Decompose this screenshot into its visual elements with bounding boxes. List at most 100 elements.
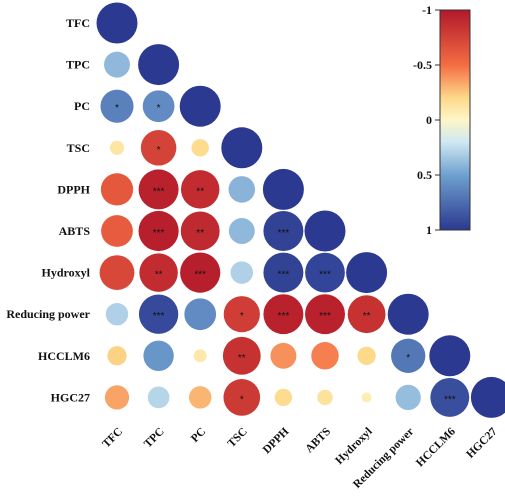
significance-mark: *: [115, 103, 119, 114]
correlation-cell-8-7: [391, 338, 426, 373]
row-label: PC: [74, 99, 90, 113]
correlation-cell-9-4: [274, 388, 293, 407]
correlation-cell-5-5: [304, 210, 346, 252]
correlation-cell-5-3: [228, 218, 255, 244]
correlation-cell-4-2: [180, 170, 220, 209]
correlation-cell-6-4: [263, 252, 304, 293]
correlation-cell-6-0: [99, 255, 135, 290]
significance-mark: **: [155, 270, 163, 281]
correlation-cell-9-2: [188, 386, 212, 409]
column-label: Hydroxyl: [333, 426, 374, 467]
correlation-cell-2-0: [100, 89, 134, 123]
correlation-cell-8-5: [311, 342, 339, 370]
correlation-cell-7-0: [105, 302, 129, 326]
correlation-cell-8-8: [429, 335, 471, 377]
correlation-cell-7-3: [223, 296, 260, 333]
correlation-cell-6-1: [139, 253, 178, 292]
correlation-cell-8-2: [193, 349, 207, 363]
colorbar-tick-label: 1: [426, 223, 432, 237]
correlation-cell-9-0: [104, 385, 130, 410]
significance-mark: ***: [153, 228, 165, 239]
significance-mark: *: [240, 394, 244, 405]
significance-mark: ***: [278, 228, 290, 239]
correlation-cell-2-1: [142, 90, 175, 123]
column-label: TPC: [142, 426, 167, 451]
correlation-cell-8-6: [357, 346, 376, 365]
significance-mark: ***: [278, 270, 290, 281]
correlation-cell-6-5: [305, 252, 345, 293]
correlation-cell-6-2: [180, 252, 221, 293]
significance-mark: ***: [319, 311, 331, 322]
colorbar-tick-label: 0.5: [417, 168, 432, 182]
correlation-cell-7-7: [387, 293, 429, 335]
correlation-cell-4-1: [138, 169, 179, 210]
correlation-cell-5-1: [138, 210, 179, 252]
row-label: TSC: [67, 141, 90, 155]
row-label: Hydroxyl: [42, 266, 91, 280]
significance-mark: *: [240, 311, 244, 322]
significance-mark: **: [363, 311, 371, 322]
correlation-cell-7-1: [138, 294, 179, 334]
correlation-cell-4-0: [100, 173, 134, 206]
row-labels: TFC TPC PC TSC DPPH ABTS Hydroxyl Reducing powe…: [6, 16, 90, 404]
significance-mark: ***: [319, 270, 331, 281]
correlation-cell-5-0: [101, 215, 133, 247]
column-label: HCCLM6: [414, 425, 458, 469]
correlation-cell-3-1: [140, 130, 177, 166]
significance-mark: **: [196, 228, 204, 239]
colorbar-tick-label: -0.5: [413, 58, 432, 72]
correlation-cell-1-1: [138, 44, 180, 86]
correlation-cell-1-0: [104, 51, 130, 78]
row-label: TPC: [66, 58, 90, 72]
correlation-cell-6-3: [230, 261, 254, 284]
correlation-cell-7-6: [347, 295, 386, 334]
correlation-cell-9-8: [430, 377, 470, 417]
column-label: ABTS: [303, 426, 333, 456]
significance-mark: ***: [444, 394, 456, 405]
significance-mark: ***: [153, 186, 165, 197]
significance-mark: ***: [194, 270, 206, 281]
correlation-cells: * ***** ***** ** ***** *** *** ****** * *** *** ***…: [96, 2, 505, 418]
correlation-cell-8-3: [222, 336, 261, 375]
colorbar-tick-label: -1: [422, 3, 432, 17]
correlation-cell-8-4: [270, 342, 297, 369]
correlation-cell-9-6: [361, 392, 372, 403]
correlation-cell-4-4: [262, 168, 304, 210]
correlation-cell-5-2: [180, 211, 220, 251]
colorbar: -1 -0.5 0 0.5 1: [413, 3, 471, 237]
correlation-cell-9-5: [317, 389, 333, 406]
correlation-cell-9-3: [223, 379, 261, 416]
correlation-cell-5-4: [263, 211, 304, 251]
significance-mark: ***: [278, 311, 290, 322]
column-label: HGC27: [464, 425, 499, 460]
correlation-cell-8-0: [107, 346, 127, 366]
row-label: HCCLM6: [38, 349, 90, 363]
colorbar-gradient: [440, 10, 470, 230]
correlation-cell-3-2: [191, 139, 209, 157]
column-label: PC: [189, 426, 208, 445]
colorbar-tick-label: 0: [426, 113, 432, 127]
correlation-cell-3-0: [109, 140, 125, 155]
correlation-cell-2-2: [179, 85, 221, 127]
correlation-cell-7-5: [305, 294, 345, 335]
row-label: HGC27: [51, 390, 90, 404]
column-label: TSC: [226, 426, 250, 450]
correlation-cell-9-7: [395, 384, 421, 411]
correlation-cell-7-4: [263, 294, 304, 335]
correlation-cell-9-1: [147, 386, 170, 409]
correlation-cell-0-0: [96, 2, 138, 44]
correlation-cell-3-3: [221, 127, 263, 169]
correlation-cell-4-3: [228, 176, 256, 203]
correlation-cell-6-6: [346, 252, 388, 294]
column-label: TFC: [100, 426, 125, 451]
row-label: Reducing power: [6, 307, 90, 321]
correlation-cell-8-1: [143, 340, 174, 371]
correlation-cell-7-2: [184, 298, 217, 331]
significance-mark: *: [406, 353, 410, 364]
column-label: DPPH: [261, 426, 292, 457]
significance-mark: *: [157, 145, 161, 156]
significance-mark: *: [157, 103, 161, 114]
significance-mark: **: [238, 353, 246, 364]
